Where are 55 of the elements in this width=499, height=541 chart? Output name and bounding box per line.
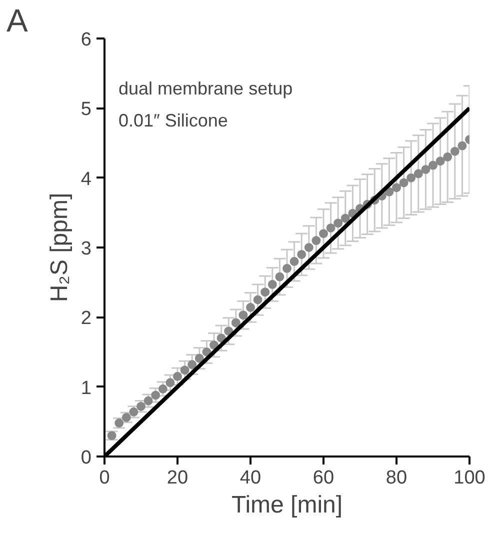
point (158, 384, 168, 394)
point (151, 390, 160, 400)
point (392, 183, 401, 192)
point (340, 214, 350, 223)
point (297, 250, 306, 259)
y-tick-label: 0 (80, 448, 92, 468)
point (312, 236, 321, 246)
point (210, 340, 218, 350)
x-tick-label: 0 (99, 468, 110, 488)
point (334, 218, 343, 228)
point (282, 264, 292, 273)
y-axis-title: H₂S [ppm] (46, 192, 73, 302)
x-tick-label: 40 (240, 468, 262, 488)
y-tick-label: 1 (80, 378, 92, 399)
point (443, 152, 452, 162)
point (450, 146, 460, 156)
x-tick-label: 100 (454, 468, 486, 488)
point (428, 160, 438, 170)
point (173, 372, 182, 381)
y-tick-label: 4 (80, 168, 92, 190)
point (224, 326, 234, 336)
point (290, 256, 299, 266)
point (399, 178, 408, 188)
x-tick-label: 20 (166, 468, 188, 488)
point (268, 280, 277, 289)
point (458, 141, 467, 150)
y-tick-label: 3 (80, 238, 92, 260)
point (326, 224, 336, 232)
x-tick-label: 60 (312, 468, 334, 488)
x-tick-label: 80 (386, 468, 408, 488)
point (304, 243, 314, 252)
point (406, 173, 416, 182)
y-tick-label: 6 (80, 30, 92, 50)
point (246, 302, 255, 312)
y-tick-label: 5 (80, 99, 92, 120)
point (231, 318, 240, 328)
annotation: dual membrane setup (118, 78, 293, 98)
point (166, 378, 175, 388)
point (194, 354, 204, 363)
point (144, 396, 153, 406)
y-tick-label: 2 (80, 308, 92, 330)
point (260, 288, 270, 297)
point (107, 431, 116, 440)
point (275, 272, 284, 282)
point (436, 156, 445, 166)
annotation: 0.01″ Silicone (118, 110, 228, 130)
point (421, 164, 430, 174)
point (188, 360, 197, 370)
point (180, 366, 190, 375)
point (414, 169, 423, 178)
text: A (6, 2, 28, 38)
point (238, 310, 248, 320)
point (319, 229, 328, 238)
point (253, 295, 262, 304)
x-axis-title: Time [min] (231, 492, 343, 518)
